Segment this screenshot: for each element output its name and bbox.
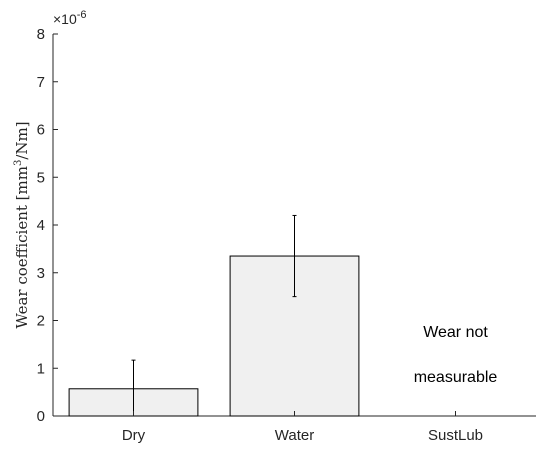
error-bars [131, 214, 297, 417]
bars [68, 255, 360, 417]
annotation-line: measurable [414, 369, 498, 386]
x-ticks: Dry Water SustLub [122, 411, 483, 444]
y-scale-exponent: ×10-6 [53, 9, 87, 27]
y-tick-label: 0 [37, 408, 45, 425]
y-tick-label: 5 [37, 169, 45, 186]
y-tick-label: 1 [37, 360, 45, 377]
x-tick-label: Dry [122, 427, 146, 444]
y-tick-label: 3 [37, 265, 45, 282]
y-ticks: 0 1 2 3 4 5 6 7 8 [37, 26, 58, 425]
annotations: Wear not measurable [414, 324, 498, 386]
y-tick-label: 8 [37, 26, 45, 43]
x-tick-label: SustLub [428, 427, 483, 444]
x-tick-label: Water [275, 427, 314, 444]
y-tick-label: 4 [37, 217, 45, 234]
y-axis-label: Wear coefficient [mm3/Nm] [13, 121, 31, 328]
annotation-line: Wear not [423, 324, 488, 341]
y-tick-label: 2 [37, 313, 45, 330]
y-tick-label: 7 [37, 74, 45, 91]
y-tick-label: 6 [37, 122, 45, 139]
